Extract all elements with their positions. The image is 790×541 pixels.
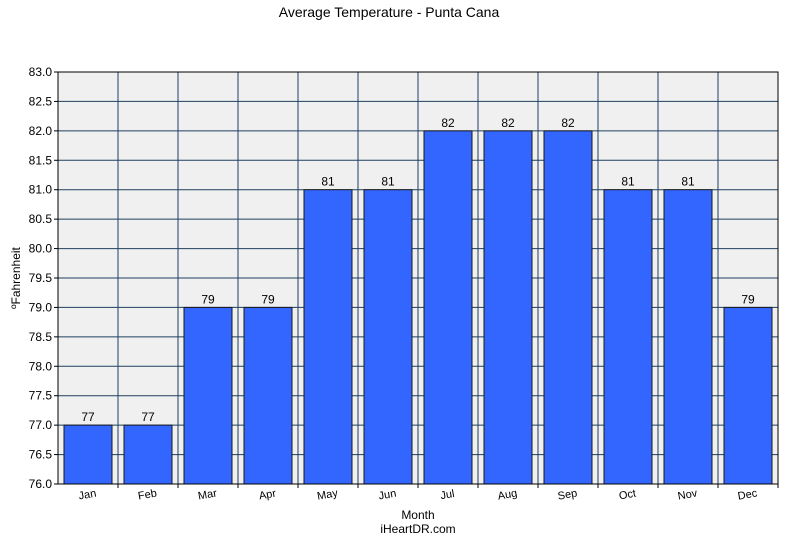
bar-feb (123, 424, 173, 485)
bar-oct (603, 189, 653, 485)
y-axis-ticks: 76.0 76.5 77.0 77.5 78.0 78.5 79.0 79.5 80.0 80.5… (29, 65, 58, 491)
x-tick-label: May (316, 487, 339, 503)
bar-jan (63, 424, 113, 485)
x-tick-label: Feb (137, 487, 158, 502)
y-tick-label: 83.0 (29, 65, 53, 79)
credit-text: iHeartDR.com (380, 522, 455, 536)
y-tick-label: 79.0 (29, 300, 53, 314)
y-tick-label: 82.5 (29, 94, 53, 108)
x-tick-label: Apr (258, 488, 277, 503)
bar-value-label: 79 (201, 292, 215, 306)
x-tick-label: Oct (618, 488, 637, 503)
bar-apr (243, 306, 293, 485)
bar-value-labels: 77 77 79 79 81 81 82 82 82 81 81 79 (81, 116, 755, 424)
bar-value-label: 81 (321, 175, 335, 189)
bar-value-label: 82 (441, 116, 455, 130)
y-tick-label: 76.5 (29, 448, 53, 462)
x-tick-label: Mar (197, 487, 218, 502)
bar-dec (723, 306, 773, 485)
bar-value-label: 82 (561, 116, 575, 130)
chart-title: Average Temperature - Punta Cana (279, 4, 500, 20)
bar-value-label: 79 (741, 292, 755, 306)
y-tick-label: 80.5 (29, 212, 53, 226)
y-tick-label: 80.0 (29, 242, 53, 256)
bar-value-label: 81 (681, 175, 695, 189)
y-tick-label: 81.0 (29, 183, 53, 197)
x-tick-label: Jun (378, 488, 398, 503)
x-gridlines (117, 72, 719, 484)
y-tick-label: 77.0 (29, 418, 53, 432)
y-tick-label: 76.0 (29, 477, 53, 491)
bar-jun (363, 189, 413, 485)
bars (63, 130, 773, 485)
x-tick-label: Aug (497, 487, 518, 502)
bar-aug (483, 130, 533, 485)
x-tick-label: Jan (78, 488, 98, 503)
bar-may (303, 189, 353, 485)
bar-value-label: 79 (261, 292, 275, 306)
bar-sep (543, 130, 593, 485)
y-tick-label: 77.5 (29, 389, 53, 403)
y-tick-label: 82.0 (29, 124, 53, 138)
x-tick-label: Dec (737, 487, 759, 502)
x-tick-label: Jul (440, 488, 456, 502)
y-axis-label: ºFahrenheit (9, 246, 23, 308)
y-tick-label: 81.5 (29, 153, 53, 167)
bar-value-label: 81 (621, 175, 635, 189)
bar-jul (423, 130, 473, 485)
bar-nov (663, 189, 713, 485)
x-tick-label: Sep (557, 487, 578, 502)
y-tick-label: 79.5 (29, 271, 53, 285)
x-tick-label: Nov (677, 487, 699, 502)
bar-value-label: 77 (81, 410, 95, 424)
y-tick-label: 78.0 (29, 359, 53, 373)
x-axis-ticks: Jan Feb Mar Apr May Jun Jul Aug Sep Oct Nov Dec (78, 484, 779, 503)
x-axis-label: Month (401, 508, 434, 522)
bar-value-label: 81 (381, 175, 395, 189)
bar-value-label: 82 (501, 116, 515, 130)
bar-value-label: 77 (141, 410, 155, 424)
y-tick-label: 78.5 (29, 330, 53, 344)
bar-mar (183, 306, 233, 485)
